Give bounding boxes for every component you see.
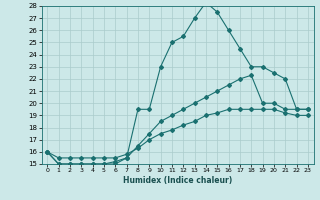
X-axis label: Humidex (Indice chaleur): Humidex (Indice chaleur) (123, 176, 232, 185)
